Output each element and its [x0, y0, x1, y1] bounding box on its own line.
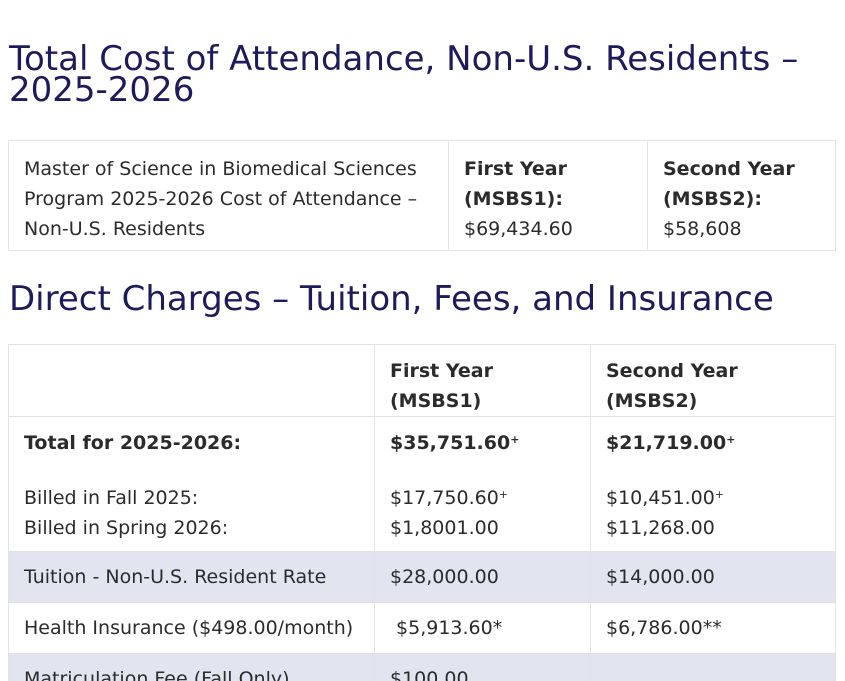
direct-charges-table: First Year (MSBS1) Second Year (MSBS2) T… [8, 344, 836, 681]
total-first-year-mark: + [510, 433, 520, 446]
first-year-summary-cell: First Year (MSBS1): $69,434.60 [448, 140, 648, 251]
row-second-year-value: $6,786.00** [590, 602, 836, 654]
row-second-year-value: $14,000.00 [590, 551, 836, 603]
first-year-fall-mark: + [498, 488, 509, 501]
total-first-year: $35,751.60+ [390, 428, 575, 458]
page-title: Total Cost of Attendance, Non-U.S. Resid… [9, 39, 799, 110]
first-year-spring-billing: $1,8001.00 [390, 517, 499, 539]
first-year-label: First Year (MSBS1): [464, 158, 567, 210]
total-second-year-mark: + [726, 433, 736, 446]
row-first-year-value: $5,913.60* [374, 602, 591, 654]
second-year-total: $58,608 [663, 218, 742, 240]
table-row: Master of Science in Biomedical Sciences… [8, 140, 836, 251]
total-second-year-cell: $21,719.00+ $10,451.00+ $11,268.00 [590, 416, 836, 552]
total-label-cell: Total for 2025-2026: Billed in Fall 2025… [8, 416, 375, 552]
total-second-year: $21,719.00+ [606, 428, 820, 458]
table-row-total: Total for 2025-2026: Billed in Fall 2025… [8, 416, 836, 552]
total-first-year-value: $35,751.60 [390, 432, 511, 454]
second-year-fall-mark: + [714, 488, 725, 501]
header-first-year: First Year (MSBS1) [374, 344, 591, 417]
table-row-tuition: Tuition - Non-U.S. Resident Rate $28,000… [8, 551, 836, 603]
header-blank [8, 344, 375, 417]
header-second-year: Second Year (MSBS2) [590, 344, 836, 417]
row-first-year-value: $28,000.00 [374, 551, 591, 603]
fall-billing-label: Billed in Fall 2025: [24, 487, 199, 509]
program-description: Master of Science in Biomedical Sciences… [8, 140, 449, 251]
header-first-year-label: First Year (MSBS1) [390, 360, 493, 412]
row-first-year-value: $100.00 [374, 653, 591, 681]
first-year-total: $69,434.60 [464, 218, 573, 240]
row-label: Matriculation Fee (Fall Only) [8, 653, 375, 681]
first-year-fall-value: $17,750.60 [390, 487, 499, 509]
table-header-row: First Year (MSBS1) Second Year (MSBS2) [8, 344, 836, 417]
second-year-summary-cell: Second Year (MSBS2): $58,608 [647, 140, 836, 251]
second-year-fall-value: $10,451.00 [606, 487, 715, 509]
row-label: Health Insurance ($498.00/month) [8, 602, 375, 654]
first-year-fall-billing: $17,750.60+ [390, 483, 575, 513]
table-row-matriculation-fee: Matriculation Fee (Fall Only) $100.00 [8, 653, 836, 681]
second-year-spring-billing: $11,268.00 [606, 517, 715, 539]
total-label: Total for 2025-2026: [24, 432, 242, 454]
cost-summary-table: Master of Science in Biomedical Sciences… [8, 140, 836, 251]
table-row-health-insurance: Health Insurance ($498.00/month) $5,913.… [8, 602, 836, 654]
total-first-year-cell: $35,751.60+ $17,750.60+ $1,8001.00 [374, 416, 591, 552]
second-year-fall-billing: $10,451.00+ [606, 483, 820, 513]
second-year-label: Second Year (MSBS2): [663, 158, 795, 210]
total-second-year-value: $21,719.00 [606, 432, 727, 454]
row-label: Tuition - Non-U.S. Resident Rate [8, 551, 375, 603]
section-title: Direct Charges – Tuition, Fees, and Insu… [9, 279, 774, 319]
header-second-year-label: Second Year (MSBS2) [606, 360, 738, 412]
row-second-year-value [590, 653, 836, 681]
spring-billing-label: Billed in Spring 2026: [24, 517, 229, 539]
